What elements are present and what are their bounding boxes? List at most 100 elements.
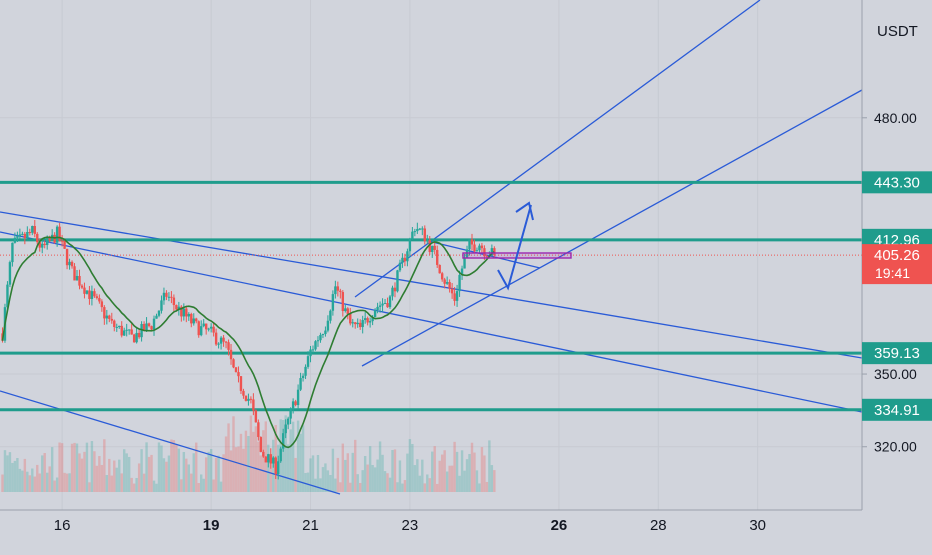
candle-body xyxy=(224,341,228,343)
candle-body xyxy=(150,326,153,330)
volume-bar xyxy=(93,451,96,492)
price-badge-label[interactable]: 443.30 xyxy=(874,174,920,191)
candle-body xyxy=(172,297,176,306)
trendlines[interactable] xyxy=(0,0,863,495)
candle-body xyxy=(257,422,260,438)
volume-bar xyxy=(197,483,200,492)
volume-bar xyxy=(334,478,337,492)
volume-bar xyxy=(324,463,327,492)
volume-bar xyxy=(175,444,178,492)
candle-body xyxy=(11,242,14,263)
last-price-badge-label[interactable]: 405.26 xyxy=(874,247,920,264)
volume-bar xyxy=(110,475,113,492)
volume-bar xyxy=(242,448,245,492)
candle-body xyxy=(90,291,94,299)
candle-body xyxy=(403,257,407,262)
price-badge-background[interactable] xyxy=(862,342,932,365)
volume-bar xyxy=(13,460,17,492)
volume-bar xyxy=(480,447,484,492)
candle-body xyxy=(329,310,332,321)
price-badge-background[interactable] xyxy=(862,398,932,421)
volume-bar xyxy=(363,455,367,492)
volume-bar xyxy=(127,456,131,492)
price-badge-label[interactable]: 359.13 xyxy=(874,345,920,362)
volume-bar xyxy=(180,479,183,492)
projection-arrow[interactable] xyxy=(497,204,532,291)
price-badge-label[interactable]: 334.91 xyxy=(874,402,920,419)
trendline[interactable] xyxy=(361,89,863,367)
price-axis[interactable]: 480.00350.00320.00443.30412.96359.13334.… xyxy=(862,110,932,455)
volume-bar xyxy=(346,453,349,492)
volume-bar xyxy=(344,459,347,492)
trendline[interactable] xyxy=(0,390,341,495)
candle-body xyxy=(70,261,74,267)
volume-bar xyxy=(229,450,233,492)
candle-body xyxy=(68,261,71,266)
volume-bar xyxy=(207,451,210,492)
candle-body xyxy=(359,322,362,328)
trendline[interactable] xyxy=(423,239,541,269)
volume-bar xyxy=(135,477,138,492)
candle-body xyxy=(393,287,397,292)
last-price-badge-background[interactable] xyxy=(862,244,932,285)
volume-bar xyxy=(426,474,429,492)
volume-bar xyxy=(150,454,153,492)
candle-body xyxy=(470,239,474,245)
candle-body xyxy=(120,325,123,336)
trendline[interactable] xyxy=(354,0,761,298)
volume-bar xyxy=(50,447,54,492)
candle-body xyxy=(299,378,302,390)
candle-body xyxy=(428,240,431,253)
volume-bar xyxy=(393,449,397,492)
volume-bar xyxy=(23,458,27,492)
volume-bar xyxy=(172,440,176,492)
volume-bar xyxy=(204,457,208,492)
volume-bar xyxy=(219,481,223,492)
volume-bar xyxy=(299,433,302,492)
price-badge-background[interactable] xyxy=(862,171,932,194)
volume-bar xyxy=(421,459,424,492)
volume-bar xyxy=(60,443,64,492)
volume-bar xyxy=(252,431,255,492)
volume-bar xyxy=(291,421,295,492)
volume-bar xyxy=(386,473,389,492)
volume-bar xyxy=(339,482,342,492)
candle-body xyxy=(480,245,484,249)
volume-bar xyxy=(445,471,449,492)
last-price-badge-countdown[interactable]: 19:41 xyxy=(875,265,910,281)
volume-bar xyxy=(411,443,414,492)
candle-body xyxy=(137,332,141,338)
volume-bar xyxy=(460,450,464,492)
volume-bar xyxy=(356,474,359,492)
candle-body xyxy=(190,313,193,324)
volume-bar xyxy=(465,459,469,492)
volume-bar xyxy=(361,470,364,492)
candle-body xyxy=(354,322,357,325)
volume-bar xyxy=(376,459,379,492)
candle-body xyxy=(431,245,434,253)
annotations[interactable] xyxy=(462,201,572,291)
candle-body xyxy=(100,301,104,308)
candle-body xyxy=(18,234,22,237)
time-axis-label: 19 xyxy=(203,517,220,534)
volume-bar xyxy=(83,451,86,492)
level-lines[interactable] xyxy=(0,180,862,412)
candle-body xyxy=(463,257,466,269)
candles xyxy=(1,220,496,480)
candle-body xyxy=(445,282,449,284)
volume-bar xyxy=(26,471,29,492)
time-axis[interactable]: 16 19 21 23 26 28 30 xyxy=(54,517,766,534)
volume-bar xyxy=(423,483,426,492)
trendline[interactable] xyxy=(0,231,863,413)
candle-body xyxy=(125,329,128,331)
volume-bar xyxy=(381,454,384,492)
volume-bar xyxy=(329,475,332,492)
candle-body xyxy=(413,231,417,233)
volume-bar xyxy=(157,442,161,492)
projection-arrow-head[interactable] xyxy=(515,201,534,221)
volume-bar xyxy=(237,446,240,492)
volume-bar xyxy=(170,439,173,492)
candle-body xyxy=(28,232,32,234)
trendline[interactable] xyxy=(0,211,863,359)
